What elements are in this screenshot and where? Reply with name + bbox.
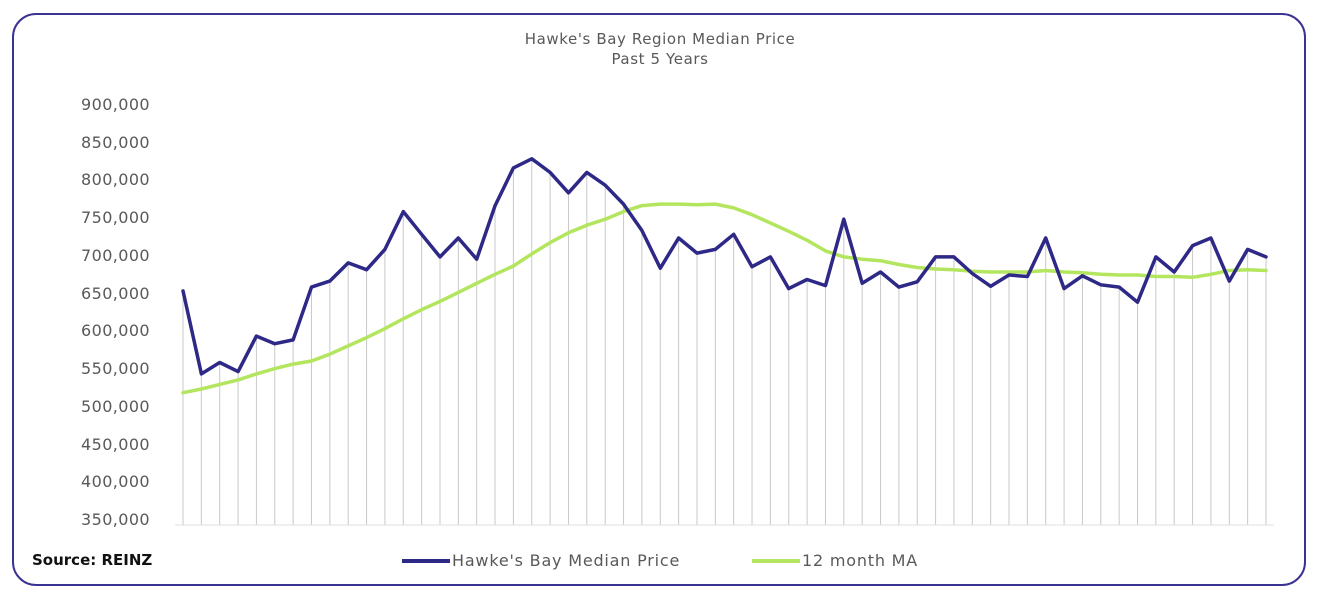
y-tick-label: 650,000	[81, 283, 150, 303]
y-tick-label: 500,000	[81, 396, 150, 416]
y-tick-label: 550,000	[81, 359, 150, 379]
y-tick-label: 900,000	[81, 95, 150, 114]
series-line-12-month-ma	[181, 202, 1268, 395]
y-tick-label: 700,000	[81, 245, 150, 265]
y-tick-label: 750,000	[81, 208, 150, 228]
y-tick-label: 350,000	[81, 510, 150, 529]
legend-label-median: Hawke's Bay Median Price	[452, 551, 681, 570]
source-label: Source: REINZ	[32, 551, 153, 569]
y-tick-label: 450,000	[81, 434, 150, 454]
y-tick-label: 850,000	[81, 132, 150, 152]
series-line-median-price	[181, 157, 1268, 376]
legend-label-ma: 12 month MA	[802, 551, 919, 570]
y-tick-label: 600,000	[81, 321, 150, 341]
chart-title: Hawke's Bay Region Median Price	[524, 30, 796, 48]
legend-swatch-ma	[752, 559, 800, 563]
y-tick-label: 800,000	[81, 170, 150, 190]
legend-swatch-median	[402, 559, 450, 563]
chart-frame	[12, 13, 1306, 586]
y-tick-label: 400,000	[81, 472, 150, 492]
chart-subtitle: Past 5 Years	[611, 50, 709, 68]
